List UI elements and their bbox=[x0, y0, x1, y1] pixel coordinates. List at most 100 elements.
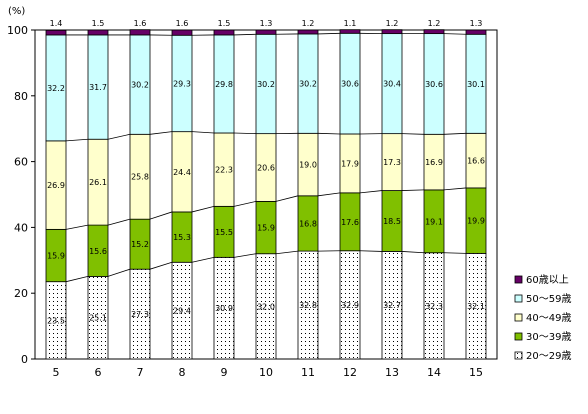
series-line bbox=[275, 250, 299, 255]
series-line bbox=[317, 192, 341, 197]
y-tick-label: 60 bbox=[14, 156, 28, 169]
data-label: 1.6 bbox=[134, 19, 147, 28]
data-label: 1.4 bbox=[50, 19, 63, 28]
y-tick-label: 100 bbox=[7, 24, 28, 37]
legend-label: 40～49歳 bbox=[526, 312, 571, 324]
bar-segment bbox=[129, 29, 151, 36]
data-label: 15.2 bbox=[131, 240, 149, 249]
legend-swatch bbox=[514, 351, 523, 360]
data-label: 17.9 bbox=[341, 159, 359, 168]
x-tick-label: 14 bbox=[427, 366, 441, 379]
data-label: 32.9 bbox=[341, 301, 359, 310]
data-label: 19.1 bbox=[425, 217, 443, 226]
bar-segment bbox=[297, 29, 319, 35]
data-label: 16.6 bbox=[467, 157, 485, 166]
bar-segment bbox=[423, 29, 445, 35]
data-label: 16.9 bbox=[425, 158, 443, 167]
data-label: 22.3 bbox=[215, 166, 233, 175]
legend-label: 50～59歳 bbox=[526, 293, 571, 305]
data-label: 30.2 bbox=[257, 80, 275, 89]
legend-swatch bbox=[514, 294, 523, 303]
data-label: 19.0 bbox=[299, 161, 317, 170]
series-line bbox=[401, 251, 425, 254]
data-label: 23.5 bbox=[47, 316, 65, 325]
data-label: 32.3 bbox=[425, 302, 443, 311]
y-tick-label: 20 bbox=[14, 287, 28, 300]
data-label: 30.1 bbox=[467, 80, 485, 89]
data-label: 15.9 bbox=[47, 252, 65, 261]
data-label: 15.9 bbox=[257, 224, 275, 233]
bar-segment bbox=[213, 29, 235, 36]
data-label: 24.4 bbox=[173, 168, 191, 177]
series-line bbox=[233, 132, 257, 135]
series-line bbox=[317, 132, 341, 135]
data-label: 30.6 bbox=[341, 80, 359, 89]
legend-label: 30～39歳 bbox=[526, 331, 571, 343]
y-tick-label: 80 bbox=[14, 90, 28, 103]
bar-segment bbox=[381, 29, 403, 35]
data-label: 32.1 bbox=[467, 302, 485, 311]
data-label: 1.5 bbox=[218, 19, 231, 28]
data-label: 31.7 bbox=[89, 83, 107, 92]
series-line bbox=[443, 132, 467, 135]
x-tick-label: 10 bbox=[259, 366, 273, 379]
data-label: 27.3 bbox=[131, 310, 149, 319]
data-label: 30.2 bbox=[131, 81, 149, 90]
data-label: 1.3 bbox=[470, 19, 483, 28]
y-tick-label: 0 bbox=[21, 353, 28, 366]
data-label: 15.6 bbox=[89, 247, 107, 256]
data-label: 1.6 bbox=[176, 19, 189, 28]
legend-swatch bbox=[514, 313, 523, 322]
series-line bbox=[359, 190, 383, 194]
data-label: 1.2 bbox=[386, 19, 399, 28]
x-tick-label: 6 bbox=[95, 366, 102, 379]
series-line bbox=[191, 256, 215, 263]
series-line bbox=[65, 138, 89, 142]
data-label: 25.1 bbox=[89, 314, 107, 323]
x-tick-label: 9 bbox=[221, 366, 228, 379]
data-label: 1.2 bbox=[428, 19, 441, 28]
x-tick-label: 7 bbox=[137, 366, 144, 379]
x-tick-label: 15 bbox=[469, 366, 483, 379]
series-line bbox=[233, 201, 257, 207]
data-label: 1.1 bbox=[344, 19, 357, 28]
x-tick-label: 12 bbox=[343, 366, 357, 379]
data-label: 32.8 bbox=[299, 301, 317, 310]
data-label: 17.3 bbox=[383, 158, 401, 167]
series-line bbox=[191, 131, 215, 134]
series-line bbox=[149, 131, 173, 135]
series-line bbox=[149, 211, 173, 220]
series-line bbox=[443, 252, 467, 254]
y-tick-label: 40 bbox=[14, 221, 28, 234]
x-tick-label: 8 bbox=[179, 366, 186, 379]
data-label: 16.8 bbox=[299, 219, 317, 228]
bar-segment bbox=[171, 29, 193, 36]
bar-segment bbox=[255, 29, 277, 35]
series-line bbox=[65, 276, 89, 283]
series-line bbox=[65, 224, 89, 230]
series-line bbox=[107, 268, 131, 277]
series-line bbox=[107, 218, 131, 226]
data-label: 29.8 bbox=[215, 80, 233, 89]
data-label: 19.9 bbox=[467, 217, 485, 226]
series-line bbox=[359, 250, 383, 252]
data-label: 30.2 bbox=[299, 80, 317, 89]
data-label: 26.9 bbox=[47, 181, 65, 190]
data-label: 30.4 bbox=[383, 80, 401, 89]
x-tick-label: 5 bbox=[53, 366, 60, 379]
legend-swatch bbox=[514, 332, 523, 341]
data-label: 20.6 bbox=[257, 164, 275, 173]
data-label: 26.1 bbox=[89, 178, 107, 187]
series-line bbox=[275, 195, 299, 202]
legend: 60歳以上 50～59歳 40～49歳 30～39歳 20～29歳 bbox=[514, 274, 571, 362]
data-label: 29.3 bbox=[173, 79, 191, 88]
bar-segment bbox=[87, 29, 109, 36]
data-label: 32.0 bbox=[257, 302, 275, 311]
data-label: 18.5 bbox=[383, 217, 401, 226]
x-tick-label: 13 bbox=[385, 366, 399, 379]
series-line bbox=[107, 133, 131, 140]
data-label: 1.5 bbox=[92, 19, 105, 28]
data-label: 25.8 bbox=[131, 173, 149, 182]
legend-label: 20～29歳 bbox=[526, 350, 571, 362]
series-line bbox=[401, 133, 425, 135]
